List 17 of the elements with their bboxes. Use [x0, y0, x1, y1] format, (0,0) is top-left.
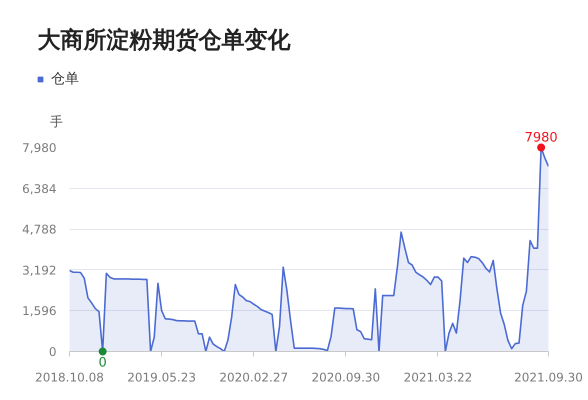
y-tick-label: 1,596: [22, 304, 57, 318]
x-tick-label: 2018.10.08: [35, 370, 104, 384]
x-tick-label: 2019.05.23: [127, 370, 196, 384]
y-tick-label: 4,788: [22, 222, 57, 237]
chart-title: 大商所淀粉期货仓单变化: [38, 26, 292, 54]
x-tick-label: 2021.03.22: [404, 370, 472, 384]
annotation: 0: [98, 356, 107, 370]
annotation: 7980: [524, 130, 558, 146]
y-axis-title: 手: [50, 115, 63, 130]
x-tick-label: 2020.02.27: [219, 370, 288, 384]
x-tick-label: 2020.09.30: [311, 370, 380, 384]
y-tick-label: 7,980: [22, 141, 57, 155]
y-tick-label: 6,384: [22, 182, 57, 196]
y-tick-label: 0: [48, 345, 57, 359]
x-tick-label: 2021.09.30: [514, 370, 583, 384]
legend-label: 仓单: [51, 70, 79, 88]
y-tick-label: 3,192: [22, 263, 57, 278]
